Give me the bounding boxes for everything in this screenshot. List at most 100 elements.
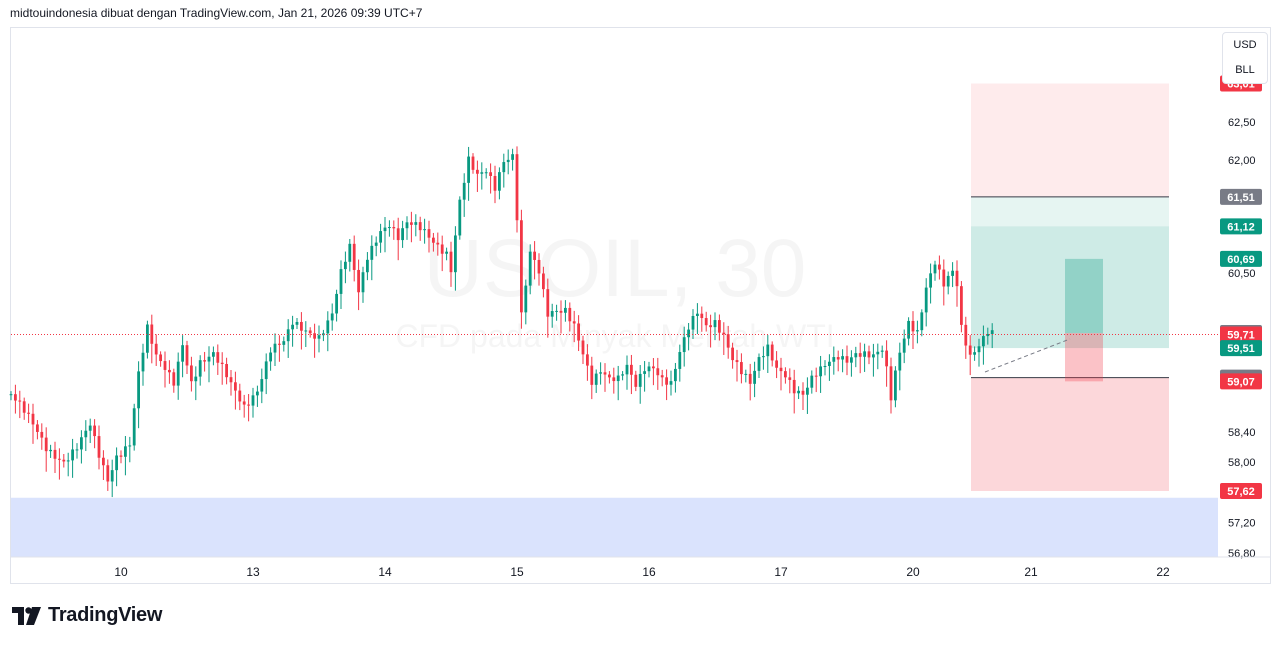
candle <box>405 216 409 240</box>
candle-body <box>572 321 576 324</box>
candle <box>872 343 875 377</box>
candle <box>740 353 743 384</box>
candle <box>946 271 950 295</box>
candle <box>599 362 602 385</box>
candle-body <box>71 449 74 461</box>
candle <box>665 369 668 401</box>
unit-selector[interactable]: USD BLL <box>1222 32 1268 84</box>
candle-body <box>546 289 550 317</box>
tradingview-brand[interactable]: TradingView <box>12 604 162 627</box>
candle <box>696 303 699 335</box>
candle <box>678 344 682 382</box>
candle <box>414 214 418 237</box>
candle <box>907 317 910 346</box>
candle-body <box>163 361 167 370</box>
candle-body <box>418 222 422 231</box>
candle <box>709 314 712 348</box>
candle-body <box>462 182 466 200</box>
candle <box>634 370 638 392</box>
candle <box>9 391 13 401</box>
candle-body <box>652 366 655 369</box>
candle-body <box>14 394 17 401</box>
candle-body <box>709 325 712 328</box>
candle <box>836 350 840 372</box>
candle-body <box>58 458 61 460</box>
candle <box>436 232 440 256</box>
candle <box>154 334 158 366</box>
candle-body <box>317 335 321 339</box>
candle <box>568 302 572 332</box>
candle <box>445 247 448 261</box>
candle <box>810 370 814 394</box>
candle-body <box>414 222 418 225</box>
candle <box>106 459 110 491</box>
candle-body <box>823 366 827 368</box>
candle-body <box>608 374 611 378</box>
candle-body <box>361 272 365 293</box>
candle-body <box>828 361 831 367</box>
x-tick-label: 21 <box>1024 565 1038 579</box>
candle <box>339 260 343 309</box>
candle <box>110 459 114 498</box>
candle-body <box>102 457 105 466</box>
candle-body <box>348 243 352 262</box>
candle <box>97 425 101 470</box>
candle-body <box>537 259 541 274</box>
candle-body <box>291 324 294 330</box>
candle-body <box>445 251 448 254</box>
candle-body <box>379 231 382 243</box>
candle-body <box>436 242 440 245</box>
candle <box>344 251 347 284</box>
candle-body <box>555 310 558 312</box>
large-buffer-zone <box>971 196 1169 227</box>
candle-body <box>229 377 233 383</box>
candle <box>762 346 765 370</box>
candle-body <box>269 352 272 362</box>
candle <box>880 345 884 358</box>
candle <box>819 355 822 393</box>
candle-body <box>146 324 149 353</box>
large-target-zone <box>971 83 1169 197</box>
candle-body <box>97 436 101 458</box>
candle-body <box>370 245 374 260</box>
candle <box>185 340 189 374</box>
candle <box>476 160 479 192</box>
candle-body <box>581 340 585 355</box>
candle-body <box>603 372 607 375</box>
candle-body <box>449 251 453 273</box>
candle <box>418 216 422 241</box>
price-marker-label: 57,62 <box>1227 486 1255 498</box>
candle-body <box>779 367 783 372</box>
candle <box>317 325 321 353</box>
candle <box>352 235 356 282</box>
candle-body <box>31 413 35 425</box>
candle <box>546 278 550 338</box>
candle-body <box>762 356 765 358</box>
chart-attribution: midtouindonesia dibuat dengan TradingVie… <box>10 6 423 20</box>
candle-body <box>352 243 356 270</box>
candle <box>71 438 74 478</box>
candle-body <box>335 293 338 314</box>
candle <box>911 311 915 349</box>
candle-body <box>634 374 638 387</box>
candle <box>889 357 893 414</box>
candle-body <box>234 382 237 391</box>
candle <box>489 163 492 194</box>
candle <box>330 303 334 331</box>
candle <box>449 241 453 287</box>
y-tick-label: 57,20 <box>1228 518 1256 530</box>
candle-body <box>682 337 686 353</box>
candle <box>498 167 501 200</box>
price-marker-label: 60,69 <box>1227 254 1255 266</box>
candle <box>396 217 400 261</box>
candle-body <box>374 242 378 246</box>
candle-body <box>313 333 316 339</box>
x-tick-label: 15 <box>510 565 524 579</box>
candle <box>27 403 30 424</box>
candle-body <box>929 273 932 288</box>
candle <box>977 338 981 367</box>
unit-label[interactable]: BLL <box>1235 64 1255 76</box>
currency-label[interactable]: USD <box>1233 39 1257 51</box>
candle <box>704 311 708 332</box>
